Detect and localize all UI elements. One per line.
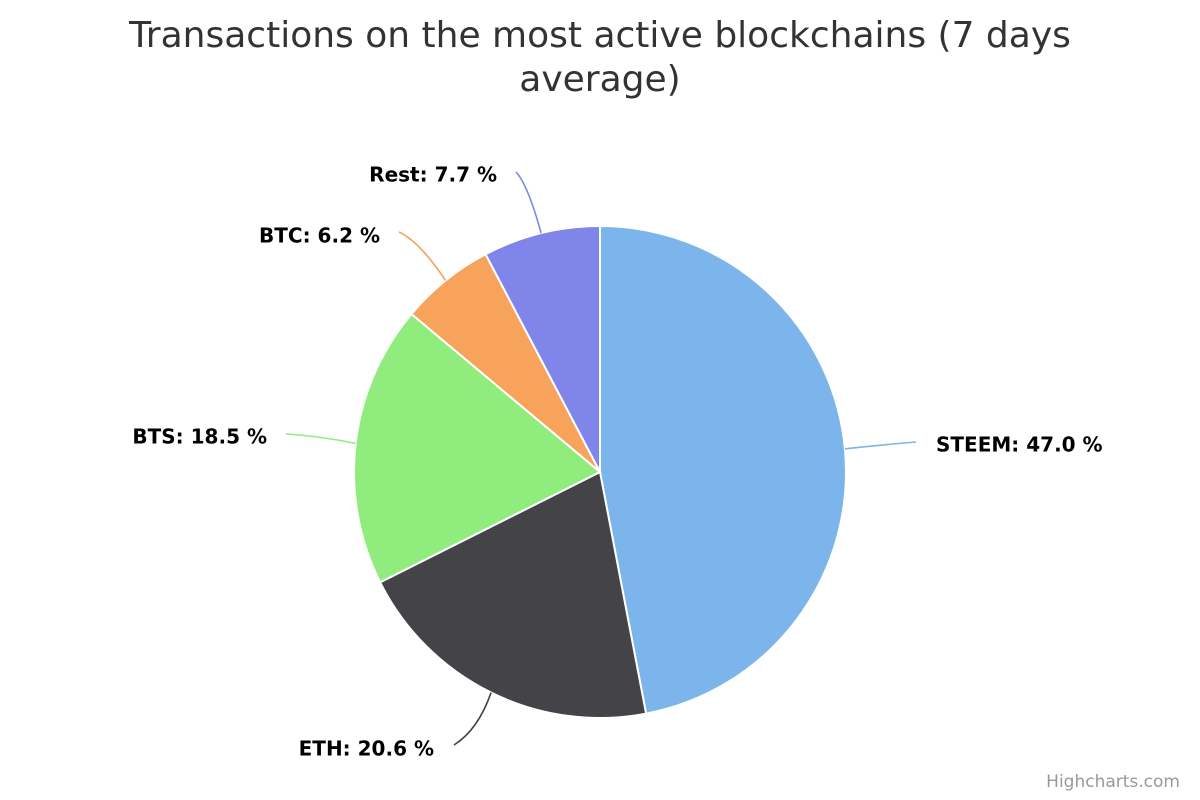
label-connectors bbox=[285, 171, 917, 746]
credits-link[interactable]: Highcharts.com bbox=[1046, 772, 1180, 792]
pie-slice-eth[interactable] bbox=[379, 471, 648, 719]
connector-rest bbox=[515, 171, 542, 234]
pie-slices bbox=[353, 225, 847, 719]
data-label-btc: BTC: 6.2 % bbox=[259, 224, 380, 248]
data-label-rest: Rest: 7.7 % bbox=[369, 163, 497, 187]
connector-steem bbox=[844, 441, 917, 450]
pie-slice-bts[interactable] bbox=[353, 313, 601, 584]
connector-bts bbox=[285, 433, 356, 445]
data-label-steem: STEEM: 47.0 % bbox=[936, 433, 1103, 457]
chart-title-line-1: Transactions on the most active blockcha… bbox=[129, 15, 1071, 56]
data-label-bts: BTS: 18.5 % bbox=[132, 425, 267, 449]
pie-slice-steem[interactable] bbox=[599, 225, 847, 715]
data-label-eth: ETH: 20.6 % bbox=[299, 737, 434, 761]
chart-title: Transactions on the most active blockcha… bbox=[0, 14, 1200, 102]
data-labels: STEEM: 47.0 % ETH: 20.6 % BTS: 18.5 % BTC: … bbox=[132, 163, 1102, 761]
pie-slice-rest[interactable] bbox=[484, 225, 601, 473]
chart-title-line-2: average) bbox=[519, 59, 681, 100]
connector-btc bbox=[398, 231, 447, 281]
connector-eth bbox=[453, 692, 492, 746]
